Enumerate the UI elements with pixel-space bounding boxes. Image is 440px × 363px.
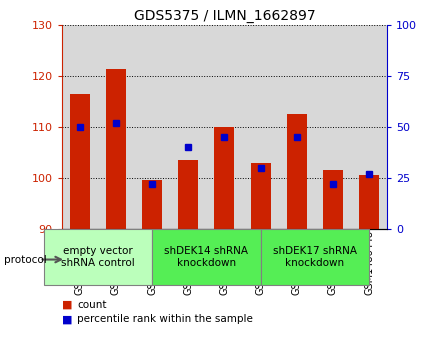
Bar (359, 175, 379, 229)
Bar (134, 25, 170, 229)
Bar (315, 25, 351, 229)
Text: percentile rank within the sample: percentile rank within the sample (77, 314, 253, 325)
Bar (44, 229, 152, 285)
Bar (206, 25, 242, 229)
Bar (178, 160, 198, 229)
Bar (106, 69, 126, 229)
Bar (287, 114, 307, 229)
Text: empty vector
shRNA control: empty vector shRNA control (61, 246, 135, 268)
Bar (152, 229, 260, 285)
Text: shDEK14 shRNA
knockdown: shDEK14 shRNA knockdown (164, 246, 248, 268)
Bar (70, 94, 90, 229)
Bar (170, 25, 206, 229)
Bar (242, 25, 279, 229)
Bar (260, 229, 369, 285)
Bar (323, 170, 343, 229)
Bar (62, 25, 98, 229)
Text: ■: ■ (62, 300, 72, 310)
Bar (142, 180, 162, 229)
Text: count: count (77, 300, 106, 310)
Bar (351, 25, 387, 229)
Text: shDEK17 shRNA
knockdown: shDEK17 shRNA knockdown (273, 246, 357, 268)
Bar (214, 127, 235, 229)
Bar (251, 163, 271, 229)
Bar (279, 25, 315, 229)
Text: ■: ■ (62, 314, 72, 325)
Bar (98, 25, 134, 229)
Text: protocol: protocol (4, 254, 47, 265)
Title: GDS5375 / ILMN_1662897: GDS5375 / ILMN_1662897 (134, 9, 315, 23)
